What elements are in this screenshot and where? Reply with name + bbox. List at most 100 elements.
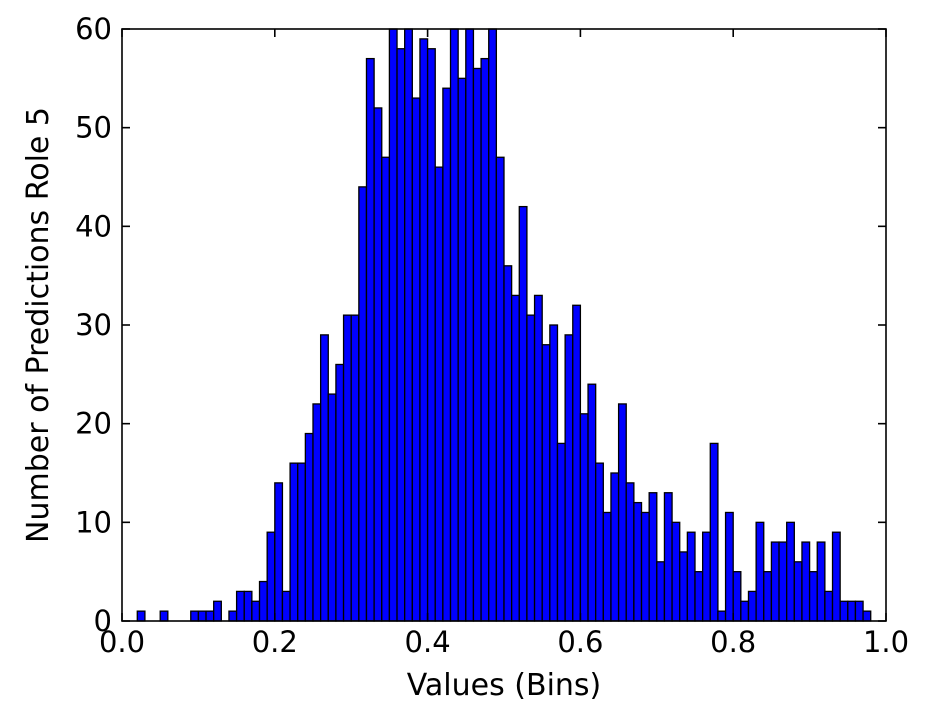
- histogram-bar: [358, 186, 368, 622]
- histogram-bar: [633, 501, 643, 622]
- histogram-bar: [281, 590, 291, 622]
- histogram-bar: [510, 294, 520, 622]
- histogram-bar: [266, 531, 276, 622]
- histogram-bar: [786, 521, 795, 622]
- tick-labels-layer: 0.0 0.2 0.4 0.6 0.8 1.0 0 10 20 30 40 50 60: [75, 12, 909, 659]
- histogram-bar: [434, 166, 444, 622]
- histogram-bar: [824, 590, 834, 622]
- bars-layer: [136, 28, 872, 622]
- histogram-bar: [549, 324, 559, 622]
- histogram-bar: [648, 492, 658, 622]
- histogram-bar: [488, 28, 498, 622]
- y-tick-label: 0: [94, 604, 112, 638]
- histogram-bar: [656, 561, 666, 622]
- histogram-bar: [365, 57, 375, 622]
- histogram-bar: [839, 600, 849, 622]
- histogram-bar: [770, 541, 780, 622]
- x-tick-label: 0.0: [99, 625, 145, 659]
- histogram-bar: [213, 600, 222, 622]
- histogram-bar: [388, 28, 398, 622]
- histogram-bar: [572, 304, 582, 622]
- histogram-bar: [679, 551, 689, 622]
- histogram-bar: [342, 314, 352, 622]
- histogram-bar: [396, 48, 406, 622]
- histogram-bar: [327, 393, 337, 622]
- histogram-bar: [442, 87, 452, 622]
- histogram-bar: [205, 610, 215, 622]
- y-tick-label: 10: [75, 505, 112, 539]
- histogram-bar: [816, 541, 826, 622]
- histogram-bar: [747, 590, 757, 622]
- histogram-bar: [472, 67, 482, 622]
- y-tick-label: 20: [75, 407, 112, 441]
- histogram-bar: [518, 205, 528, 622]
- histogram-bar: [426, 48, 436, 622]
- histogram-bar: [717, 610, 727, 622]
- histogram-bar: [350, 314, 360, 622]
- histogram-bar: [541, 344, 551, 622]
- histogram-bar: [258, 580, 268, 622]
- histogram-bar: [251, 600, 261, 622]
- histogram-bar: [274, 482, 284, 622]
- histogram-bar: [740, 600, 750, 622]
- histogram-bar: [602, 511, 612, 622]
- histogram-bar: [701, 531, 711, 622]
- histogram-bar: [663, 492, 673, 622]
- histogram-bar: [319, 334, 329, 622]
- histogram-bar: [671, 521, 681, 622]
- x-tick-label: 0.6: [557, 625, 603, 659]
- histogram-bar: [159, 610, 169, 622]
- y-tick-label: 40: [75, 209, 112, 243]
- histogram-bar: [373, 107, 383, 622]
- histogram-bar: [564, 334, 574, 622]
- histogram-bar: [724, 511, 734, 622]
- histogram-bar: [732, 571, 742, 622]
- histogram-bar: [335, 363, 345, 622]
- histogram-bar: [625, 482, 635, 622]
- y-tick-label: 30: [75, 308, 112, 342]
- histogram-bar: [136, 610, 146, 622]
- histogram-bar: [381, 156, 391, 622]
- x-tick-label: 0.4: [405, 625, 451, 659]
- histogram-bar: [228, 610, 238, 622]
- x-axis-label: Values (Bins): [407, 668, 602, 703]
- ticks-layer: [121, 28, 887, 622]
- y-tick-label: 60: [75, 12, 112, 46]
- histogram-bar: [801, 541, 811, 622]
- x-tick-label: 0.2: [252, 625, 298, 659]
- y-tick-label: 50: [75, 111, 112, 145]
- histogram-bar: [755, 521, 765, 622]
- histogram-bar: [640, 511, 650, 622]
- histogram-bar: [556, 442, 566, 622]
- histogram-bar: [579, 413, 589, 622]
- histogram-bar: [503, 265, 513, 622]
- histogram-bar: [847, 600, 857, 622]
- histogram-bar: [533, 294, 543, 622]
- histogram-bar: [411, 97, 421, 622]
- histogram-bar: [686, 531, 696, 622]
- histogram-bar: [297, 462, 307, 622]
- histogram-bar: [190, 610, 200, 622]
- histogram-bar: [449, 28, 459, 622]
- histogram-bar: [289, 462, 299, 622]
- histogram-bar: [617, 403, 627, 622]
- histogram-bar: [404, 28, 413, 622]
- histogram-bar: [694, 571, 704, 622]
- histogram-bar: [526, 314, 536, 622]
- histogram-bar: [312, 403, 322, 622]
- histogram-bar: [862, 610, 872, 622]
- histogram-bar: [495, 156, 505, 622]
- histogram-bar: [709, 442, 719, 622]
- histogram-bar: [197, 610, 207, 622]
- x-tick-label: 1.0: [863, 625, 909, 659]
- histogram-bar: [235, 590, 245, 622]
- histogram-bar: [419, 38, 429, 622]
- histogram-bar: [763, 571, 773, 622]
- histogram-bar: [457, 77, 467, 622]
- histogram-bar: [808, 571, 818, 622]
- histogram-bar: [480, 57, 490, 622]
- histogram-bar: [610, 472, 620, 622]
- histogram-bar: [831, 531, 841, 622]
